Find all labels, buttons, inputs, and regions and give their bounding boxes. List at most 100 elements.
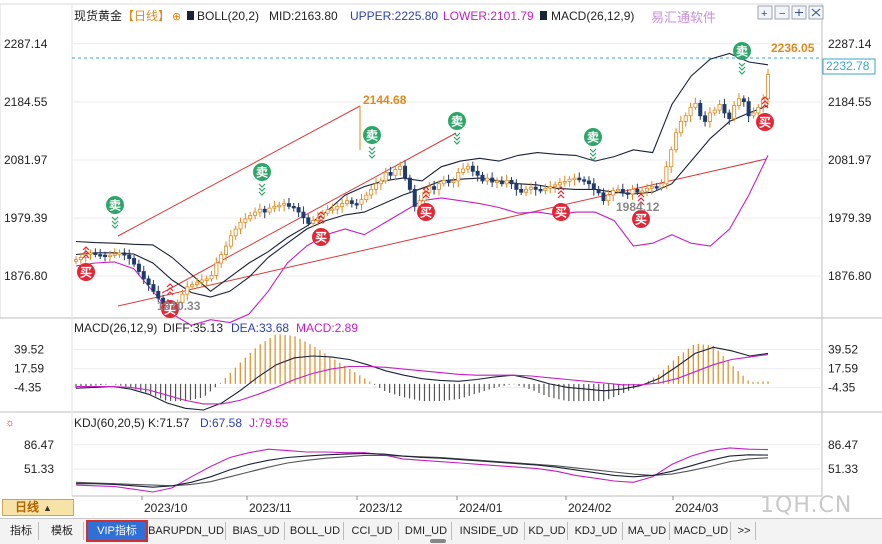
- buy-signal-icon: [552, 203, 570, 221]
- signal-arrow-icon: [422, 190, 430, 195]
- candle-body: [611, 190, 616, 196]
- candle-body: [291, 205, 296, 209]
- candle-body: [180, 293, 185, 304]
- candle-body: [340, 203, 345, 207]
- candle-body: [766, 74, 771, 100]
- candle-body: [349, 200, 354, 204]
- indicator-tab[interactable]: CCI_UD: [346, 522, 399, 540]
- candle-body: [504, 179, 509, 185]
- candle-body: [635, 189, 640, 193]
- x-tick-label: 2023/12: [359, 501, 403, 515]
- macd-name: MACD(26,12,9): [74, 321, 157, 335]
- x-tick-label: 2024/02: [568, 501, 612, 515]
- candle-body: [572, 177, 577, 180]
- candle-body: [557, 182, 562, 186]
- indicator-tab[interactable]: MA_UD: [625, 522, 670, 540]
- candle-body: [538, 189, 543, 192]
- indicator-tab[interactable]: DMI_UD: [401, 522, 452, 540]
- indicator-tab[interactable]: VIP指标: [86, 520, 148, 542]
- zoom-in-glyph: +: [761, 8, 767, 20]
- candle-body: [248, 215, 253, 220]
- signal-arrow-icon: [422, 194, 430, 199]
- scroll-grip[interactable]: [430, 539, 446, 543]
- signal-arrow-icon: [589, 148, 597, 153]
- indicator-tab[interactable]: KDJ_UD: [570, 522, 623, 540]
- sell-signal-icon: [363, 126, 381, 144]
- signal-arrow-icon: [111, 216, 119, 221]
- signal-arrow-icon: [637, 201, 645, 206]
- candle-body: [577, 177, 582, 181]
- signal-arrow-icon: [453, 140, 461, 145]
- kdj-d: D:67.58: [200, 416, 242, 430]
- candle-body: [674, 132, 679, 151]
- price-tick-right: 1979.39: [828, 211, 872, 225]
- candle-body: [553, 184, 558, 187]
- peak-dec-label: 2144.68: [363, 93, 407, 107]
- indicator-tab[interactable]: MACD_UD: [672, 522, 731, 540]
- day-period-button[interactable]: 日线 ▲: [2, 499, 74, 516]
- candle-body: [122, 252, 127, 256]
- signal-arrow-icon: [166, 291, 174, 296]
- indicator-tab[interactable]: KD_UD: [527, 522, 568, 540]
- kdj-gear-icon[interactable]: ☼: [5, 417, 15, 429]
- candle-body: [703, 115, 708, 122]
- macd-tick-left: 17.59: [14, 362, 44, 376]
- candle-body: [136, 263, 141, 272]
- candle-body: [282, 203, 287, 206]
- sell-signal-icon: [106, 196, 124, 214]
- zoom-out-icon[interactable]: [774, 5, 790, 20]
- candle-body: [364, 194, 369, 200]
- candle-body: [669, 149, 674, 168]
- candle-body: [204, 278, 209, 281]
- signal-label: 买: [80, 266, 92, 280]
- window-toolbar: + −: [757, 5, 824, 20]
- signal-label: 卖: [256, 165, 268, 180]
- indicator-tab[interactable]: BIAS_UD: [228, 522, 285, 540]
- current-price-box: [822, 58, 876, 75]
- macd-diff-line: [75, 346, 769, 411]
- buy-signal-icon: [161, 300, 179, 318]
- x-tick-label: 2024/01: [459, 501, 503, 515]
- signal-arrow-icon: [258, 187, 266, 192]
- macd-color-swatch: [540, 11, 547, 20]
- candle-body: [127, 254, 132, 259]
- candle-body: [98, 254, 103, 257]
- signal-arrow-icon: [738, 66, 746, 71]
- candle-body: [528, 186, 533, 190]
- buy-signal-icon: [632, 210, 650, 228]
- buy-signal-icon: [77, 263, 95, 281]
- x-axis-ticks: 2023/10 2023/11 2023/12 2024/01 2024/02 2024/…: [141, 496, 719, 515]
- candle-body: [480, 174, 485, 182]
- candle-body: [630, 189, 635, 195]
- indicator-tab[interactable]: BOLL_UD: [287, 522, 344, 540]
- mid-label: MID:2163.80: [269, 9, 338, 23]
- price-tick-right: 2287.14: [828, 37, 872, 51]
- candle-body: [325, 209, 330, 214]
- candle-body: [446, 179, 451, 184]
- signal-label: 买: [555, 206, 567, 220]
- signal-arrow-icon: [317, 215, 325, 220]
- symbol-label: 现货黄金: [74, 8, 122, 23]
- lower-label: LOWER:2101.79: [443, 9, 534, 23]
- candle-body: [688, 106, 693, 117]
- trade-signals: 买买买买买买买卖卖卖卖卖卖: [77, 42, 774, 318]
- indicator-tab[interactable]: BARUPDN_UD: [147, 522, 226, 540]
- indicator-tab[interactable]: INSIDE_UD: [454, 522, 525, 540]
- candle-body: [451, 180, 456, 184]
- indicator-tab[interactable]: 指标: [4, 522, 39, 540]
- settings-icon[interactable]: ⊕: [172, 11, 181, 23]
- candle-body: [335, 205, 340, 210]
- zoom-in-icon[interactable]: [757, 5, 773, 20]
- indicator-tab[interactable]: >>: [733, 522, 756, 540]
- indicator-tab[interactable]: 模板: [41, 522, 84, 540]
- kdj-series: [75, 447, 769, 493]
- candle-body: [103, 254, 108, 258]
- candle-body: [407, 177, 412, 190]
- candle-body: [257, 208, 262, 213]
- candle-body: [403, 165, 408, 179]
- macd-tick-left: -4.35: [14, 381, 42, 395]
- grid-glyph: [795, 9, 803, 16]
- candle-body: [606, 194, 611, 202]
- buy-signal-icon: [312, 228, 330, 246]
